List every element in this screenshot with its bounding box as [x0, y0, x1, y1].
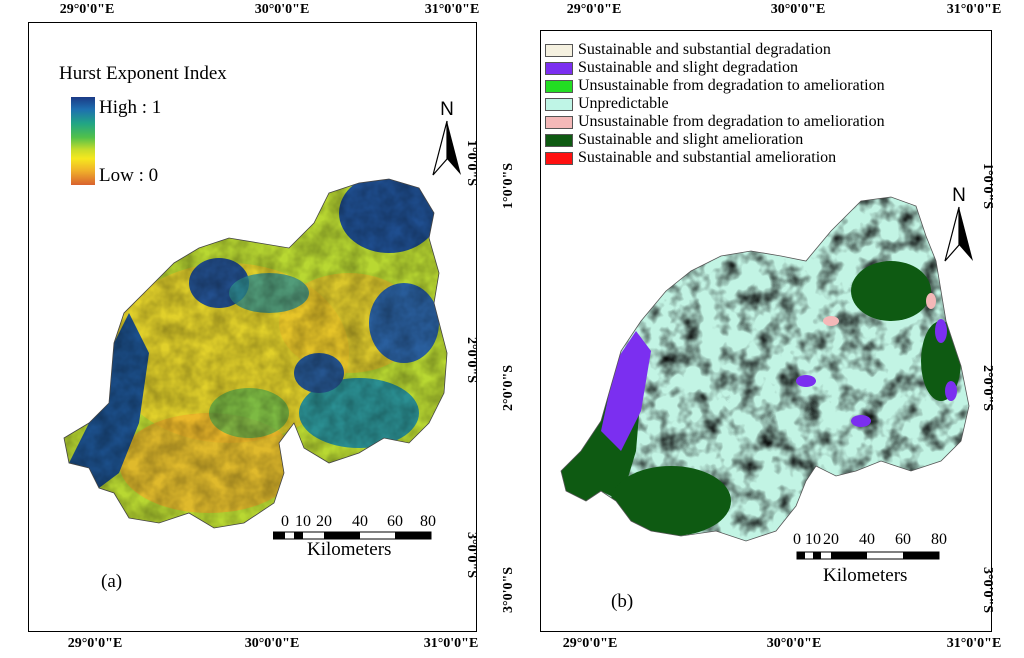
lat-tick-a-3: 3°0'0"S [0, 531, 5, 579]
lat-tick-b-2-right: 2°0'0"S [980, 364, 996, 412]
lat-tick-a-1: 1°0'0"S [0, 139, 5, 187]
scale-unit-b: Kilometers [823, 565, 908, 586]
hurst-color-ramp [71, 97, 95, 185]
legend-swatch [545, 133, 573, 147]
lon-tick-b-2: 30°0'0"E [770, 2, 826, 17]
legend-swatch [545, 43, 573, 57]
lat-tick-a-2: 2°0'0"S [0, 336, 5, 384]
legend-swatch [545, 115, 573, 129]
legend-item: Sustainable and slight degradation [545, 59, 885, 77]
lon-tick-b-1-bottom: 29°0'0"E [562, 636, 618, 651]
lat-tick-a-3-right: 3°0'0"S [464, 531, 480, 579]
lon-tick-b-2-bottom: 30°0'0"E [766, 636, 822, 651]
panel-b: 29°0'0"E 30°0'0"E 31°0'0"E [501, 0, 1024, 658]
legend-item: Sustainable and substantial amelioration [545, 149, 885, 167]
svg-text:N: N [440, 99, 454, 120]
lon-tick-a-2-bottom: 30°0'0"E [244, 636, 300, 651]
north-arrow-a: N [432, 99, 461, 176]
legend-item: Unsustainable from degradation to amelio… [545, 113, 885, 131]
scale-bar-a: 0 10 20 40 60 80 Kilometers [273, 513, 443, 563]
lon-tick-a-3: 31°0'0"E [424, 2, 480, 17]
map-frame-a: Hurst Exponent Index High : 1 Low : 0 N … [28, 22, 477, 632]
lon-tick-a-1: 29°0'0"E [59, 2, 115, 17]
lon-tick-b-3-bottom: 31°0'0"E [946, 636, 1002, 651]
north-arrow-b: N [944, 185, 973, 262]
legend-item: Unsustainable from degradation to amelio… [545, 77, 885, 95]
legend-swatch [545, 61, 573, 75]
panel-label-b: (b) [611, 591, 634, 612]
trend-legend: Sustainable and substantial degradation … [545, 41, 885, 167]
trend-map-b [560, 196, 970, 542]
lon-tick-a-3-bottom: 31°0'0"E [423, 636, 479, 651]
legend-swatch [545, 79, 573, 93]
lat-tick-a-2-right: 2°0'0"S [464, 336, 480, 384]
legend-item: Unpredictable [545, 95, 885, 113]
lat-tick-b-3: 3°0'0"S [501, 566, 517, 614]
lat-tick-a-1-right: 1°0'0"S [464, 139, 480, 187]
lon-tick-b-3: 31°0'0"E [946, 2, 1002, 17]
hurst-low-label: Low : 0 [99, 165, 159, 186]
lat-tick-b-1-right: 1°0'0"S [980, 162, 996, 210]
lat-tick-b-3-right: 3°0'0"S [980, 566, 996, 614]
scale-bar-b: 0 10 20 40 60 80 Kilometers [793, 531, 947, 586]
lon-tick-a-2: 30°0'0"E [254, 2, 310, 17]
lat-tick-b-1: 1°0'0"S [501, 162, 517, 210]
map-frame-b: Sustainable and substantial degradation … [540, 30, 992, 632]
panel-a: 29°0'0"E 30°0'0"E 31°0'0"E [0, 0, 510, 658]
hurst-map-a [63, 178, 448, 529]
legend-swatch [545, 151, 573, 165]
hurst-legend-title: Hurst Exponent Index [59, 63, 227, 84]
lat-tick-b-2: 2°0'0"S [501, 364, 517, 412]
legend-item: Sustainable and slight amelioration [545, 131, 885, 149]
svg-text:N: N [952, 185, 966, 206]
legend-item: Sustainable and substantial degradation [545, 41, 885, 59]
legend-swatch [545, 97, 573, 111]
lon-tick-a-1-bottom: 29°0'0"E [67, 636, 123, 651]
lon-tick-b-1: 29°0'0"E [566, 2, 622, 17]
scale-unit-a: Kilometers [307, 539, 392, 560]
hurst-high-label: High : 1 [99, 97, 162, 118]
panel-label-a: (a) [101, 571, 123, 592]
